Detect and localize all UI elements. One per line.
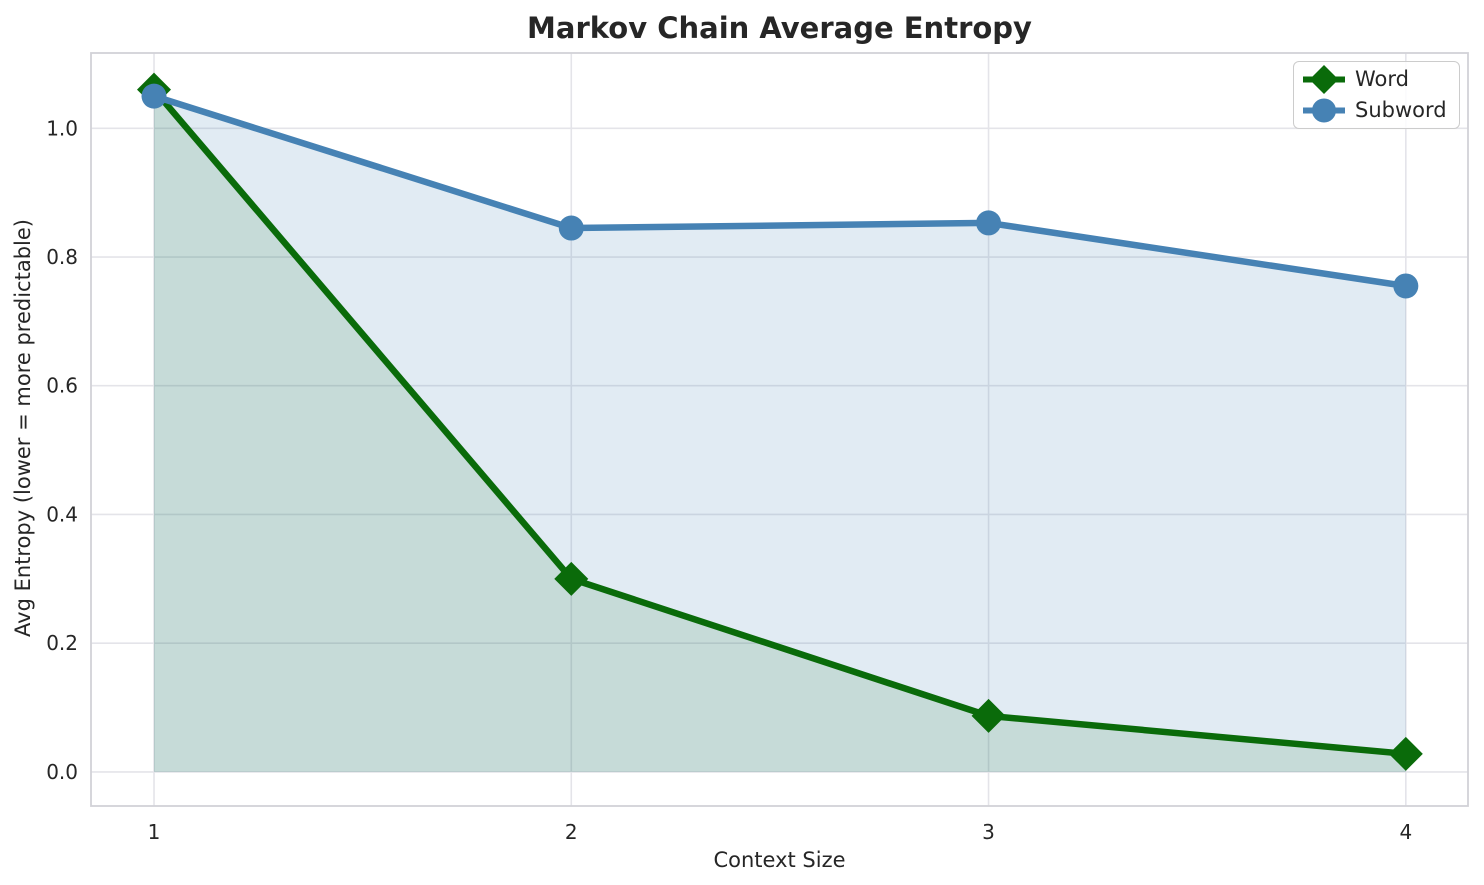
gridlines [91,53,1468,806]
word-series [137,72,1423,771]
word-marker-diamond [1388,736,1423,771]
tick-labels: 0.0 0.2 0.4 0.6 0.8 1.0 1 2 3 4 [46,116,1412,844]
x-tick-label: 1 [148,820,161,844]
word-area-fill [154,89,1406,772]
y-tick-label: 0.6 [46,374,78,398]
y-tick-label: 0.8 [46,245,78,269]
x-tick-label: 2 [565,820,578,844]
word-marker-diamond [971,698,1006,733]
legend: Word Subword [1293,61,1460,129]
word-marker-diamond [554,561,589,596]
plot-spines [90,52,1469,807]
subword-circle-icon [1303,98,1345,123]
word-diamond-icon [1303,65,1345,94]
subword-area-fill [154,96,1406,772]
legend-item-subword: Subword [1300,95,1451,126]
subword-marker-circle [1393,273,1419,299]
x-tick-label: 3 [982,820,995,844]
subword-marker-circle [558,215,584,241]
y-axis-label: Avg Entropy (lower = more predictable) [11,219,35,637]
y-tick-label: 0.2 [46,631,78,655]
subword-line [150,92,1410,290]
word-line [150,86,1410,758]
x-tick-label: 4 [1399,820,1412,844]
y-tick-label: 1.0 [46,116,78,140]
legend-item-word: Word [1300,64,1451,95]
y-tick-label: 0.4 [46,502,78,526]
legend-label-subword: Subword [1355,98,1447,122]
y-tick-label: 0.0 [46,760,78,784]
chart-title: Markov Chain Average Entropy [527,11,1032,45]
series-fills [154,89,1406,772]
subword-marker-circle [141,83,167,109]
legend-label-word: Word [1355,67,1409,91]
subword-marker-circle [976,210,1002,236]
subword-series [141,83,1419,299]
x-axis-label: Context Size [713,848,846,872]
